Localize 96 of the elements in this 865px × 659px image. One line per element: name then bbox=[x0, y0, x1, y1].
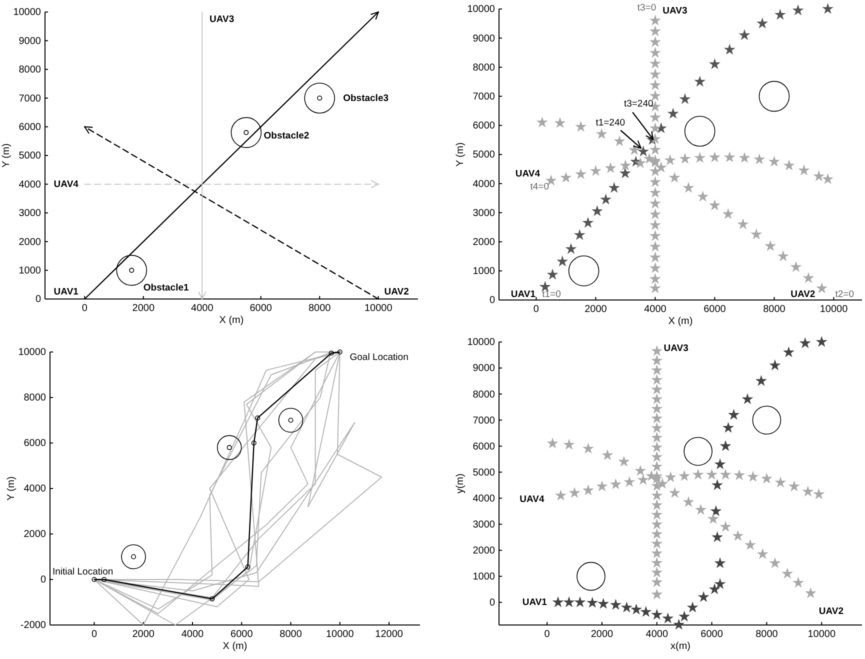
y-tick-label: 0 bbox=[489, 295, 496, 306]
y-tick-label: 1000 bbox=[18, 266, 42, 276]
y-axis-title: y(m) bbox=[455, 474, 466, 494]
y-tick-label: 4000 bbox=[472, 178, 496, 190]
y-tick-label: 0 bbox=[489, 598, 496, 609]
x-axis-title: X (m) bbox=[668, 316, 693, 327]
x-tick-label: 0 bbox=[91, 629, 98, 640]
y-tick-label: 5000 bbox=[472, 467, 496, 478]
y-axis-title: Y (m) bbox=[6, 476, 17, 501]
x-tick-label: 8000 bbox=[756, 629, 778, 640]
y-tick-label: 7000 bbox=[472, 92, 496, 102]
x-tick-label: 0 bbox=[544, 629, 550, 640]
x-tick-label: 0 bbox=[533, 304, 540, 316]
y-tick-label: 0 bbox=[40, 574, 46, 586]
x-tick-label: 10000 bbox=[808, 629, 836, 640]
y-tick-label: 2000 bbox=[18, 236, 42, 248]
annotation: UAV3 bbox=[664, 343, 688, 354]
annotation: t1=0 bbox=[542, 289, 561, 300]
x-tick-label: 6000 bbox=[700, 629, 724, 640]
annotation: Obstacle1 bbox=[143, 282, 190, 294]
y-tick-label: 7000 bbox=[18, 93, 42, 104]
x-tick-label: 6000 bbox=[250, 303, 272, 314]
y-tick-label: 5000 bbox=[472, 150, 496, 161]
annotation: Obstacle3 bbox=[343, 92, 389, 104]
x-tick-label: 0 bbox=[82, 303, 88, 314]
y-tick-label: 4000 bbox=[472, 493, 496, 504]
y-tick-label: 6000 bbox=[472, 441, 496, 452]
annotation: UAV2 bbox=[384, 286, 409, 298]
y-tick-label: 8000 bbox=[18, 64, 42, 76]
y-tick-label: 4000 bbox=[18, 179, 42, 190]
x-tick-label: 8000 bbox=[763, 304, 786, 316]
y-axis-title: Y (m) bbox=[1, 143, 12, 168]
x-tick-label: 8000 bbox=[308, 303, 332, 314]
y-tick-label: 6000 bbox=[24, 438, 46, 450]
annotation: UAV2 bbox=[790, 289, 816, 300]
annotation: UAV3 bbox=[209, 14, 234, 26]
y-tick-label: 8000 bbox=[472, 389, 496, 400]
annotation: t3=0 bbox=[637, 2, 656, 14]
y-tick-label: 0 bbox=[35, 294, 42, 306]
y-tick-label: 3000 bbox=[472, 519, 496, 530]
x-tick-label: 6000 bbox=[704, 304, 726, 316]
x-tick-label: 12000 bbox=[375, 629, 404, 640]
x-axis-title: X (m) bbox=[219, 315, 244, 326]
x-tick-label: 10000 bbox=[364, 303, 393, 314]
annotation: t3=240 bbox=[624, 98, 654, 110]
x-tick-label: 4000 bbox=[181, 629, 204, 640]
y-tick-label: 10000 bbox=[467, 337, 496, 348]
y-tick-label: 6000 bbox=[472, 120, 496, 132]
annotation: UAV1 bbox=[510, 289, 536, 300]
annotation: Goal Location bbox=[350, 352, 408, 363]
y-tick-label: 10000 bbox=[467, 4, 496, 16]
x-tick-label: 4000 bbox=[644, 304, 667, 316]
y-tick-label: 8000 bbox=[472, 62, 496, 74]
y-tick-label: 5000 bbox=[18, 150, 42, 162]
y-tick-label: 3000 bbox=[18, 208, 42, 220]
annotation: UAV2 bbox=[818, 606, 844, 618]
y-tick-label: 2000 bbox=[24, 529, 46, 540]
y-tick-label: 2000 bbox=[472, 545, 496, 556]
annotation: t1=240 bbox=[596, 117, 626, 128]
y-tick-label: 8000 bbox=[24, 392, 46, 404]
y-tick-label: 3000 bbox=[472, 208, 496, 219]
y-axis-title: Y (m) bbox=[455, 142, 466, 167]
x-tick-label: 2000 bbox=[590, 629, 614, 640]
annotation: UAV1 bbox=[54, 286, 80, 298]
y-tick-label: 10000 bbox=[13, 7, 42, 18]
annotation: UAV4 bbox=[520, 494, 545, 506]
y-tick-label: 10000 bbox=[18, 347, 46, 358]
y-tick-label: -2000 bbox=[20, 620, 46, 632]
y-tick-label: 9000 bbox=[472, 33, 496, 44]
y-tick-label: 4000 bbox=[24, 484, 46, 495]
annotation: UAV3 bbox=[662, 5, 688, 16]
x-tick-label: 2000 bbox=[132, 629, 155, 640]
x-tick-label: 2000 bbox=[584, 304, 608, 316]
annotation: UAV1 bbox=[522, 596, 548, 608]
annotation: UAV4 bbox=[515, 168, 541, 180]
x-tick-label: 10000 bbox=[326, 629, 354, 640]
x-tick-label: 10000 bbox=[820, 304, 848, 316]
x-axis-title: x(m) bbox=[670, 641, 690, 652]
y-tick-label: 1000 bbox=[472, 572, 496, 583]
y-tick-label: 9000 bbox=[18, 36, 42, 47]
x-axis-title: X (m) bbox=[222, 641, 248, 652]
x-tick-label: 8000 bbox=[280, 629, 302, 640]
annotation: Obstacle2 bbox=[264, 130, 310, 142]
annotation: t2=0 bbox=[835, 289, 854, 300]
x-tick-label: 2000 bbox=[132, 303, 155, 314]
annotation: Initial Location bbox=[52, 566, 114, 578]
annotation: t4=0 bbox=[530, 181, 550, 192]
y-tick-label: 6000 bbox=[18, 122, 42, 133]
x-tick-label: 4000 bbox=[191, 303, 214, 314]
y-tick-label: 1000 bbox=[472, 266, 496, 278]
annotation: UAV4 bbox=[54, 179, 80, 190]
y-tick-label: 7000 bbox=[472, 415, 496, 426]
y-tick-label: 2000 bbox=[472, 237, 496, 248]
x-tick-label: 4000 bbox=[646, 629, 668, 640]
y-tick-label: 9000 bbox=[472, 363, 496, 374]
x-tick-label: 6000 bbox=[230, 629, 254, 640]
